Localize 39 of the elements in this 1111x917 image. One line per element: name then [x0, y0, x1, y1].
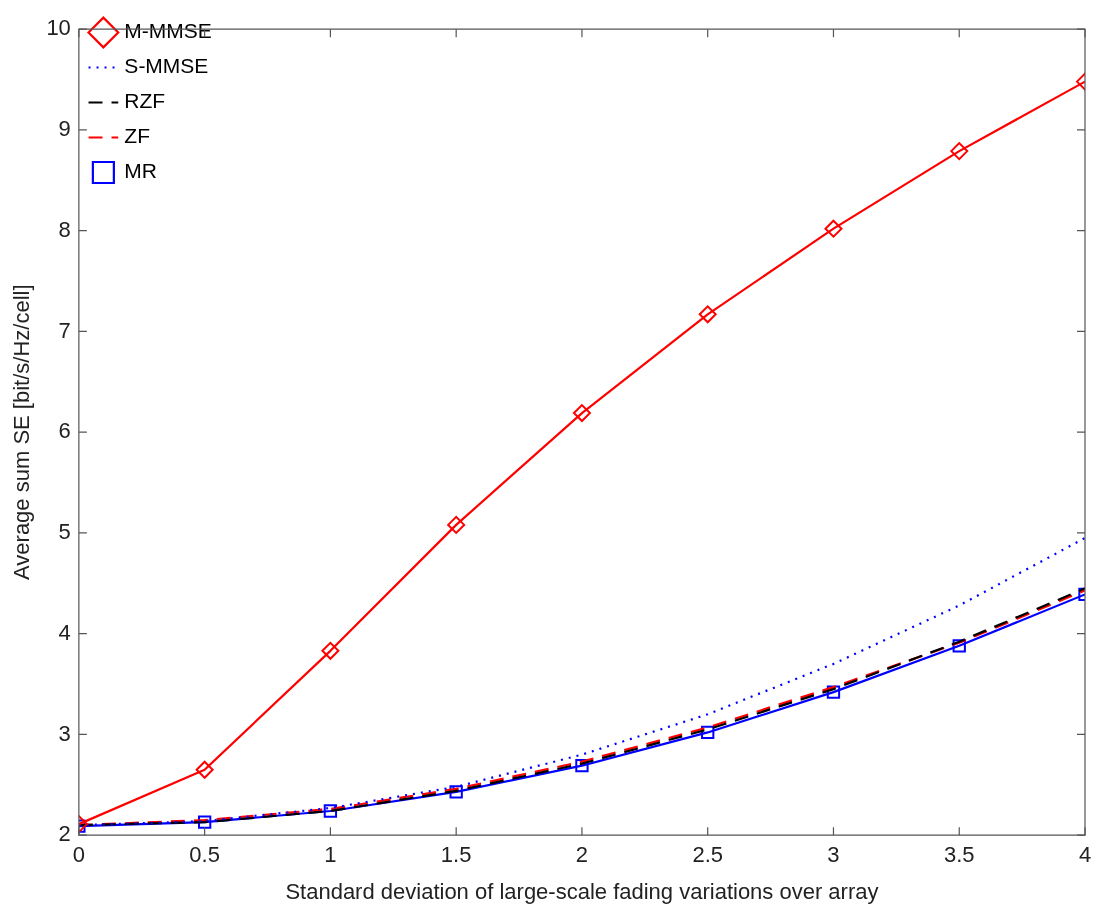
x-tick-label: 4 — [1078, 842, 1092, 868]
point — [824, 219, 843, 238]
x-tick-label: 3.5 — [943, 842, 975, 868]
x-tick-label: 2 — [575, 842, 589, 868]
x-tick-label: 1 — [324, 842, 337, 868]
y-tick-label: 2 — [58, 821, 71, 847]
y-tick-label: 10 — [46, 15, 71, 41]
legend-label: ZF — [124, 124, 151, 148]
point — [701, 725, 715, 740]
y-tick-label: 7 — [58, 317, 71, 343]
point — [826, 685, 841, 699]
y-tick-label: 4 — [58, 619, 71, 645]
point — [197, 815, 212, 829]
point — [449, 785, 463, 799]
point — [950, 142, 969, 161]
x-axis-title: Standard deviation of large-scale fading variations over array — [285, 878, 879, 904]
x-tick-label: 0 — [72, 842, 85, 868]
legend-label: RZF — [124, 89, 166, 113]
point — [195, 760, 214, 779]
point — [323, 804, 338, 818]
x-tick-label: 1.5 — [440, 842, 472, 868]
point — [575, 759, 589, 773]
x-tick-label: 3 — [827, 842, 840, 868]
y-tick-label: 5 — [58, 519, 71, 545]
point — [447, 515, 466, 534]
y-axis-title: Average sum SE [bit/s/Hz/cell] — [9, 284, 35, 580]
legend-label: MR — [124, 159, 158, 183]
point — [698, 305, 717, 324]
y-tick-label: 3 — [58, 720, 71, 746]
legend-label: M-MMSE — [124, 19, 212, 43]
point — [952, 639, 966, 653]
point — [321, 641, 340, 660]
y-tick-label: 6 — [58, 418, 71, 444]
x-tick-label: 0.5 — [189, 842, 220, 868]
x-tick-label: 2.5 — [692, 842, 723, 868]
legend-label: S-MMSE — [124, 54, 209, 78]
y-tick-label: 8 — [58, 216, 71, 242]
y-tick-label: 9 — [58, 116, 71, 142]
point — [572, 404, 591, 423]
